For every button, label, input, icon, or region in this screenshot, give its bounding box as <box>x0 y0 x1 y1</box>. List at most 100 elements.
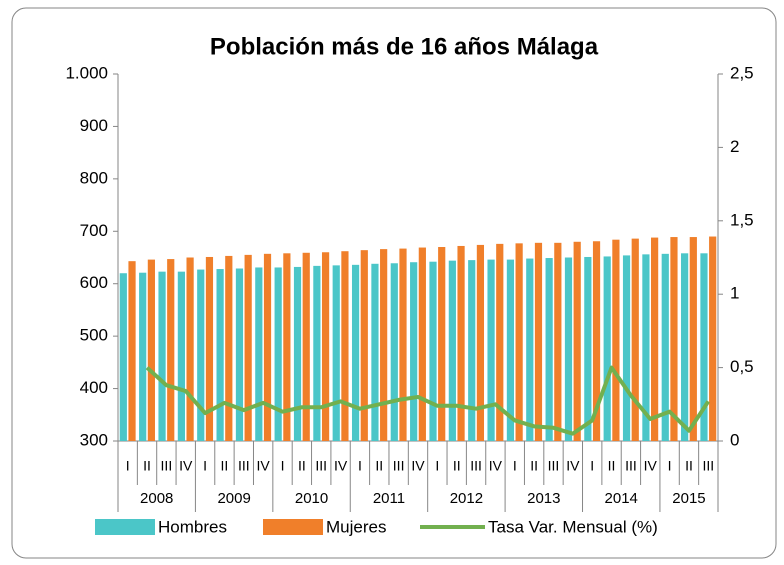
bar <box>506 259 515 441</box>
bar <box>332 265 340 441</box>
x-tick-label: IV <box>411 458 425 474</box>
bar <box>380 249 388 441</box>
bar <box>147 259 155 441</box>
bar <box>534 242 543 441</box>
bar <box>274 267 282 441</box>
x-tick-label: III <box>548 458 560 474</box>
bar <box>515 243 523 441</box>
bar <box>545 258 553 441</box>
bar <box>642 254 650 441</box>
y-tick-label: 1.000 <box>65 63 108 82</box>
year-label: 2010 <box>295 490 328 507</box>
x-tick-label: IV <box>334 458 348 474</box>
bar <box>418 247 426 441</box>
bar <box>709 236 717 441</box>
bar <box>661 253 669 441</box>
bar <box>341 251 349 441</box>
bar <box>496 243 504 441</box>
x-tick-label: IV <box>489 458 503 474</box>
legend-swatch <box>95 519 155 535</box>
bar <box>603 256 611 441</box>
x-tick-label: II <box>143 458 151 474</box>
bar <box>119 273 127 441</box>
x-tick-label: II <box>298 458 306 474</box>
bar <box>283 253 291 441</box>
y2-tick-label: 0,5 <box>730 357 754 376</box>
bar <box>612 239 620 441</box>
bar <box>592 241 601 441</box>
bar <box>263 253 272 441</box>
x-tick-label: IV <box>179 458 193 474</box>
bar <box>167 259 175 441</box>
bar <box>564 257 573 441</box>
x-tick-label: I <box>358 458 362 474</box>
bar <box>293 266 302 441</box>
x-tick-label: IV <box>644 458 658 474</box>
x-tick-label: II <box>685 458 693 474</box>
y-tick-label: 300 <box>80 430 108 449</box>
bar <box>313 265 321 441</box>
year-label: 2012 <box>450 490 483 507</box>
x-tick-label: III <box>625 458 637 474</box>
bar <box>700 253 708 441</box>
bar <box>371 263 379 441</box>
bar <box>177 271 185 441</box>
bar <box>689 237 697 441</box>
x-tick-label: III <box>161 458 173 474</box>
bar <box>448 260 456 441</box>
bar <box>681 253 689 441</box>
bar <box>554 242 562 441</box>
bar <box>128 261 136 441</box>
bar <box>457 245 465 441</box>
bar <box>429 261 437 441</box>
y-tick-label: 800 <box>80 168 108 187</box>
bar <box>622 255 631 441</box>
y-tick-label: 700 <box>80 221 108 240</box>
x-tick-label: II <box>608 458 616 474</box>
bar <box>205 256 214 441</box>
bar <box>631 238 639 441</box>
bar <box>360 250 368 441</box>
x-tick-label: III <box>315 458 327 474</box>
bar <box>186 257 194 441</box>
x-tick-label: I <box>513 458 517 474</box>
x-tick-label: I <box>126 458 130 474</box>
x-tick-label: II <box>375 458 383 474</box>
year-label: 2014 <box>605 490 638 507</box>
x-tick-label: III <box>238 458 250 474</box>
legend-swatch <box>263 519 323 535</box>
legend-label: Mujeres <box>326 517 386 536</box>
y-tick-label: 900 <box>80 116 108 135</box>
bar <box>139 272 147 441</box>
y-tick-label: 600 <box>80 273 108 292</box>
bar <box>321 252 330 441</box>
x-tick-label: II <box>530 458 538 474</box>
bar <box>244 254 252 441</box>
bar <box>670 237 678 441</box>
y2-tick-label: 2 <box>730 137 739 156</box>
bar <box>410 262 418 441</box>
bar <box>390 263 398 441</box>
legend-label: Tasa Var. Mensual (%) <box>488 517 658 536</box>
year-label: 2015 <box>672 490 705 507</box>
y-tick-label: 500 <box>80 326 108 345</box>
x-tick-label: III <box>393 458 405 474</box>
year-label: 2008 <box>140 490 173 507</box>
bar <box>526 258 534 441</box>
line <box>145 365 710 436</box>
bar <box>651 237 659 441</box>
x-tick-label: I <box>281 458 285 474</box>
x-tick-label: III <box>470 458 482 474</box>
bar <box>476 244 485 441</box>
legend-label: Hombres <box>158 517 227 536</box>
year-label: 2013 <box>527 490 560 507</box>
year-label: 2009 <box>217 490 250 507</box>
x-tick-label: II <box>453 458 461 474</box>
y2-tick-label: 1,5 <box>730 210 754 229</box>
bar <box>573 241 581 441</box>
x-tick-label: II <box>221 458 229 474</box>
x-tick-label: I <box>203 458 207 474</box>
year-label: 2011 <box>373 490 405 507</box>
bar <box>197 269 205 441</box>
